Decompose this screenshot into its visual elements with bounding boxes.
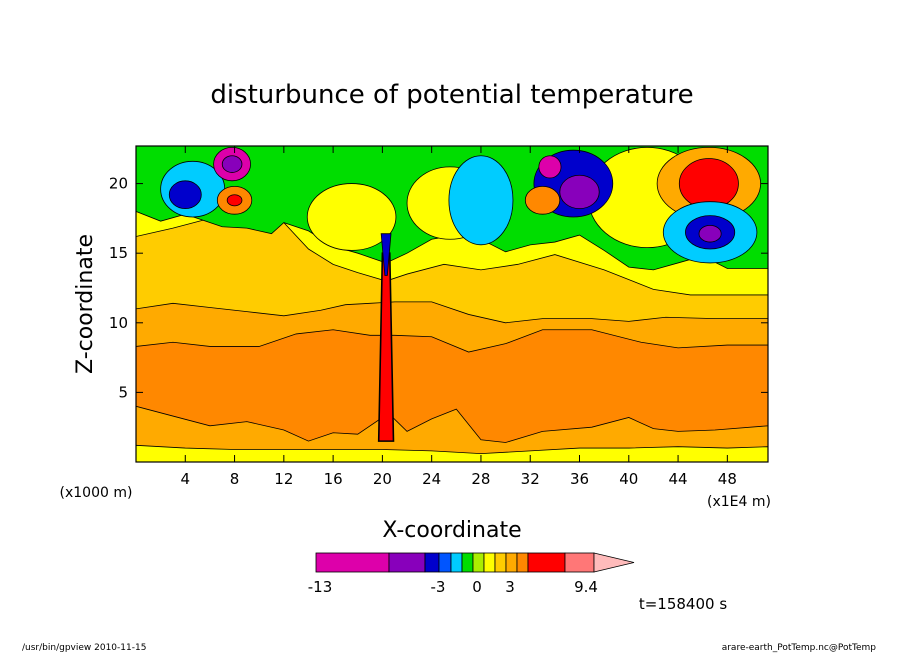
x-axis-label: X-coordinate xyxy=(382,518,521,543)
colorbar-swatch xyxy=(424,552,440,573)
orange-lobe-b xyxy=(524,185,561,215)
colorbar-swatch xyxy=(483,552,496,573)
colorbar-label: 9.4 xyxy=(574,578,598,596)
y-tick-label: 15 xyxy=(109,244,128,262)
colorbar-labels: -13 -3 0 3 9.4 xyxy=(308,578,598,596)
colorbar-label: -3 xyxy=(431,578,446,596)
x-tick-label: 4 xyxy=(181,470,191,488)
colorbar-swatch xyxy=(315,552,390,573)
x-unit-right: (x1E4 m) xyxy=(707,494,771,510)
plume-top xyxy=(380,233,392,276)
y-tick-label: 20 xyxy=(109,175,128,193)
contour-fields xyxy=(136,146,768,462)
x-tick-label: 28 xyxy=(471,470,490,488)
purple-lobe-b xyxy=(559,174,600,210)
colorbar-swatch xyxy=(388,552,426,573)
colorbar-swatch xyxy=(438,552,452,573)
x-tick-label: 36 xyxy=(570,470,589,488)
red-core-a xyxy=(226,194,243,207)
footer-left: /usr/bin/gpview 2010-11-15 xyxy=(22,643,147,653)
x-tick-label: 32 xyxy=(521,470,540,488)
chart-title: disturbunce of potential temperature xyxy=(210,80,693,110)
yellow-patch-left xyxy=(306,183,397,251)
colorbar-swatch xyxy=(450,552,463,573)
colorbar-swatch xyxy=(505,552,518,573)
x-unit-left: (x1000 m) xyxy=(60,485,133,501)
plot-frame xyxy=(135,145,769,463)
colorbar-arrow xyxy=(593,552,635,573)
x-tick-label: 44 xyxy=(669,470,688,488)
colorbar-swatch xyxy=(472,552,485,573)
purple-eye-c xyxy=(698,224,722,243)
colorbar-swatch xyxy=(516,552,529,573)
x-tick-label: 16 xyxy=(324,470,343,488)
plot-area xyxy=(136,146,768,462)
cyan-lobe-b xyxy=(448,155,514,246)
x-tick-label: 8 xyxy=(230,470,240,488)
colorbar-swatch xyxy=(494,552,507,573)
x-tick-label: 40 xyxy=(619,470,638,488)
colorbar-swatch xyxy=(461,552,474,573)
colorbar-label: 3 xyxy=(505,578,515,596)
colorbar xyxy=(315,552,635,573)
colorbar-swatch xyxy=(527,552,566,573)
magenta-core-b xyxy=(538,155,562,179)
colorbar-swatch xyxy=(564,552,595,573)
x-tick-label: 20 xyxy=(373,470,392,488)
footer-right: arare-earth_PotTemp.nc@PotTemp xyxy=(721,643,876,653)
x-axis-ticks: 4 8 12 16 20 24 28 32 36 40 44 48 xyxy=(181,146,737,488)
field-band-yellow-bottom xyxy=(136,444,768,462)
blue-lobe-a xyxy=(168,180,202,210)
x-tick-label: 48 xyxy=(718,470,737,488)
y-tick-label: 5 xyxy=(118,383,128,401)
field-band-dark-orange xyxy=(136,329,768,443)
x-tick-label: 24 xyxy=(422,470,441,488)
x-tick-label: 12 xyxy=(274,470,293,488)
purple-ring-a xyxy=(221,155,243,173)
y-axis-ticks: 5 10 15 20 xyxy=(109,175,768,401)
y-tick-label: 10 xyxy=(109,314,128,332)
y-axis-label: Z-coordinate xyxy=(73,234,98,374)
colorbar-label: -13 xyxy=(308,578,333,596)
red-core-c xyxy=(678,158,739,210)
time-label: t=158400 s xyxy=(639,595,727,613)
colorbar-label: 0 xyxy=(472,578,482,596)
